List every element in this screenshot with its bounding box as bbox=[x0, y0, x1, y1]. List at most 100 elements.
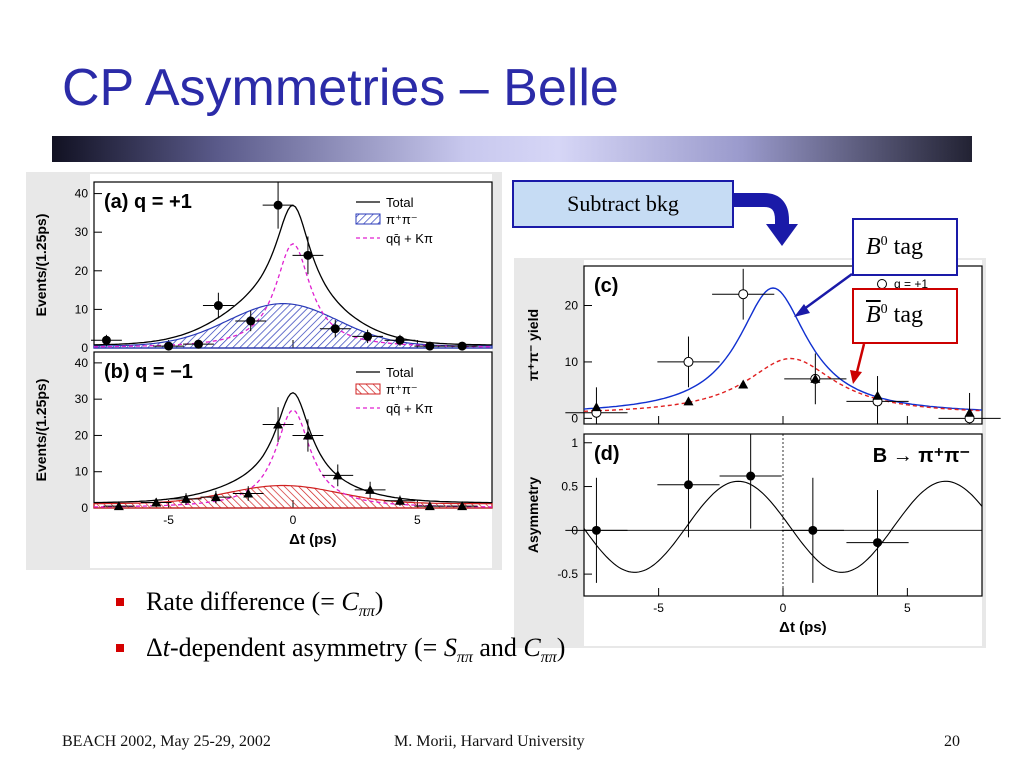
data-point bbox=[808, 525, 818, 535]
x-axis-label: Δt (ps) bbox=[779, 619, 826, 636]
x-tick-label: 5 bbox=[414, 513, 421, 527]
data-point bbox=[193, 339, 203, 349]
x-tick-label: -5 bbox=[163, 513, 174, 527]
data-point bbox=[746, 471, 756, 481]
panel-label: (a) q = +1 bbox=[104, 191, 192, 213]
total-curve bbox=[93, 391, 492, 504]
filled-point bbox=[683, 396, 694, 406]
y-tick-label: 0 bbox=[571, 411, 578, 425]
data-point bbox=[395, 335, 405, 345]
x-tick-label: -5 bbox=[653, 601, 664, 615]
b0-tag-callout: B0 tag bbox=[852, 218, 958, 276]
y-tick-label: 10 bbox=[75, 465, 89, 479]
bullet-dt-asymmetry: Δt-dependent asymmetry (= Sππ and Cππ) bbox=[112, 630, 565, 676]
footer-author: M. Morii, Harvard University bbox=[394, 733, 585, 750]
data-point bbox=[164, 341, 174, 351]
bullet-2-symbol-c: C bbox=[523, 633, 541, 662]
y-tick-label: -0.5 bbox=[557, 567, 578, 581]
b0bar-word: tag bbox=[893, 302, 923, 328]
x-tick-label: 0 bbox=[290, 513, 297, 527]
x-tick-label: 5 bbox=[904, 601, 911, 615]
data-point bbox=[330, 324, 340, 334]
y-tick-label: 30 bbox=[75, 392, 89, 406]
data-point bbox=[151, 497, 162, 507]
slide-title: CP Asymmetries – Belle bbox=[62, 59, 619, 117]
data-point bbox=[365, 484, 376, 494]
legend-signal: π⁺π⁻ bbox=[386, 382, 418, 397]
subtract-arrow bbox=[734, 193, 798, 246]
data-point bbox=[273, 200, 283, 210]
plot-c: 0 10 20 π⁺π⁻ yield (c) q = +1 bbox=[525, 265, 1001, 425]
bullet-marker bbox=[116, 598, 124, 606]
plot-d: -0.500.51-5 0 5Δt (ps)Asymmetry(d) B → π⁺π⁻ bbox=[525, 433, 983, 636]
b0-curve bbox=[583, 287, 983, 411]
data-point bbox=[101, 335, 111, 345]
y-axis-label: Asymmetry bbox=[525, 477, 541, 553]
bullet-1-subscript: ππ bbox=[358, 603, 375, 621]
data-point bbox=[213, 301, 223, 311]
b0bar-pointer bbox=[854, 343, 866, 377]
b0bar-symbol: B bbox=[866, 302, 881, 328]
y-tick-label: 30 bbox=[75, 225, 89, 239]
filled-point bbox=[738, 379, 749, 389]
y-tick-label: 20 bbox=[75, 428, 89, 442]
plot-a: 0 10 20 30 40 Events/(1.25ps) (a) q = +1 Total π… bbox=[33, 181, 493, 355]
y-tick-label: 10 bbox=[75, 302, 89, 316]
filled-point bbox=[810, 373, 821, 383]
filled-point bbox=[591, 402, 602, 412]
data-point bbox=[332, 470, 343, 480]
x-tick-label: 0 bbox=[780, 601, 787, 615]
y-tick-label: 0 bbox=[81, 341, 88, 355]
data-point bbox=[303, 250, 313, 260]
subtract-bkg-callout: Subtract bkg bbox=[512, 180, 734, 228]
y-tick-label: 1 bbox=[571, 436, 578, 450]
data-point bbox=[457, 341, 467, 351]
open-point bbox=[738, 289, 749, 300]
y-tick-label: 0.5 bbox=[561, 480, 578, 494]
y-tick-label: 10 bbox=[565, 355, 579, 369]
b0-pointer bbox=[799, 272, 853, 314]
legend-signal-swatch bbox=[355, 213, 381, 225]
y-tick-label: 20 bbox=[75, 264, 89, 278]
data-point bbox=[181, 493, 192, 503]
bullet-2-close: ) bbox=[556, 633, 566, 662]
data-point bbox=[873, 538, 883, 548]
bullet-1-symbol: C bbox=[341, 587, 359, 616]
decay-annotation: B → π⁺π⁻ bbox=[873, 445, 970, 467]
legend-signal-swatch bbox=[355, 383, 381, 395]
y-tick-label: 40 bbox=[75, 187, 89, 201]
bullet-2-delta: Δ bbox=[146, 633, 163, 662]
bullet-rate-difference: Rate difference (= Cππ) bbox=[112, 584, 565, 630]
data-point bbox=[591, 525, 601, 535]
b0-word: tag bbox=[893, 234, 923, 260]
footer-page-number: 20 bbox=[944, 733, 960, 750]
bullet-1-close: ) bbox=[374, 587, 384, 616]
panel-label: (b) q = −1 bbox=[104, 361, 193, 383]
bullet-2-text: -dependent asymmetry (= bbox=[169, 633, 444, 662]
footer-event: BEACH 2002, May 25-29, 2002 bbox=[62, 733, 271, 750]
legend-total: Total bbox=[386, 195, 414, 210]
y-axis-label: π⁺π⁻ yield bbox=[525, 309, 541, 381]
data-point bbox=[273, 419, 284, 429]
b0-sup: 0 bbox=[880, 234, 888, 249]
data-point bbox=[302, 430, 313, 440]
bullet-marker bbox=[116, 644, 124, 652]
y-tick-label: 0 bbox=[81, 501, 88, 515]
y-tick-label: 20 bbox=[565, 299, 579, 313]
title-bar bbox=[52, 136, 972, 162]
b0-symbol: B bbox=[866, 234, 881, 260]
bullet-1-text: Rate difference (= bbox=[146, 587, 342, 616]
data-point bbox=[210, 492, 221, 502]
panel-label: (c) bbox=[594, 275, 618, 297]
bullet-2-t: t bbox=[162, 633, 170, 662]
b0bar-sup: 0 bbox=[880, 302, 888, 317]
b0bar-tag-callout: B0 tag bbox=[852, 288, 958, 344]
x-axis-label: Δt (ps) bbox=[289, 531, 336, 548]
bullet-2-symbol-s: S bbox=[443, 633, 457, 662]
legend-signal: π⁺π⁻ bbox=[386, 212, 418, 227]
legend-q: q = +1 bbox=[894, 277, 928, 291]
b0bar-curve bbox=[583, 357, 983, 412]
asymmetry-fit-curve bbox=[583, 480, 983, 573]
y-axis-label: Events/(1.25ps) bbox=[33, 379, 49, 482]
data-point bbox=[457, 501, 468, 511]
